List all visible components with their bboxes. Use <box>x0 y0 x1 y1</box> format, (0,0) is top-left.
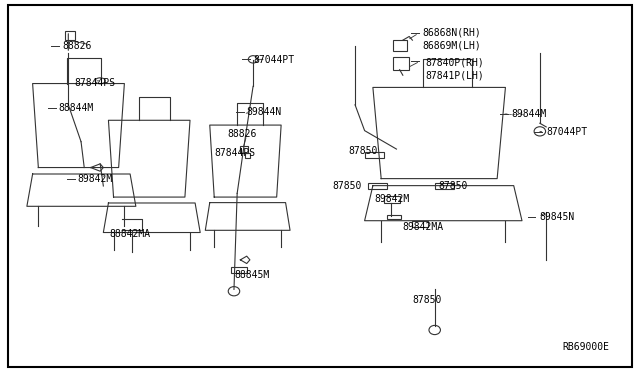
Text: 89844M: 89844M <box>511 109 547 119</box>
Text: 89842M: 89842M <box>374 194 410 204</box>
Text: 87850: 87850 <box>333 181 362 191</box>
Text: 87850: 87850 <box>349 146 378 156</box>
Text: 87841P(LH): 87841P(LH) <box>425 70 484 80</box>
Text: 87844PS: 87844PS <box>75 78 116 88</box>
Text: 88844M: 88844M <box>59 103 94 113</box>
Text: 89842M: 89842M <box>78 174 113 184</box>
Text: 87840P(RH): 87840P(RH) <box>425 57 484 67</box>
Text: 89844N: 89844N <box>246 107 282 117</box>
Bar <box>368 183 387 189</box>
Text: RB69000E: RB69000E <box>562 341 609 352</box>
Text: 89845N: 89845N <box>540 212 575 222</box>
Text: 88842MA: 88842MA <box>109 229 151 239</box>
Bar <box>65 31 75 40</box>
Text: 87044PT: 87044PT <box>253 55 294 65</box>
Bar <box>435 183 454 189</box>
Bar <box>231 267 246 273</box>
Text: 86868N(RH): 86868N(RH) <box>422 28 481 38</box>
Text: 87850: 87850 <box>412 295 442 305</box>
Bar <box>394 57 409 70</box>
Bar <box>387 215 401 219</box>
Text: 88826: 88826 <box>62 41 92 51</box>
Bar <box>365 152 384 158</box>
Bar <box>394 40 407 51</box>
Text: 87044PT: 87044PT <box>546 128 588 138</box>
Text: 89842MA: 89842MA <box>403 222 444 232</box>
Bar <box>241 146 248 153</box>
Bar <box>412 221 428 227</box>
Text: 88826: 88826 <box>228 129 257 139</box>
Text: 87844PS: 87844PS <box>215 148 256 158</box>
Text: 87850: 87850 <box>438 181 467 191</box>
Bar <box>384 196 399 203</box>
Text: 88845M: 88845M <box>234 270 269 280</box>
Text: 86869M(LH): 86869M(LH) <box>422 41 481 51</box>
Bar <box>245 153 250 158</box>
